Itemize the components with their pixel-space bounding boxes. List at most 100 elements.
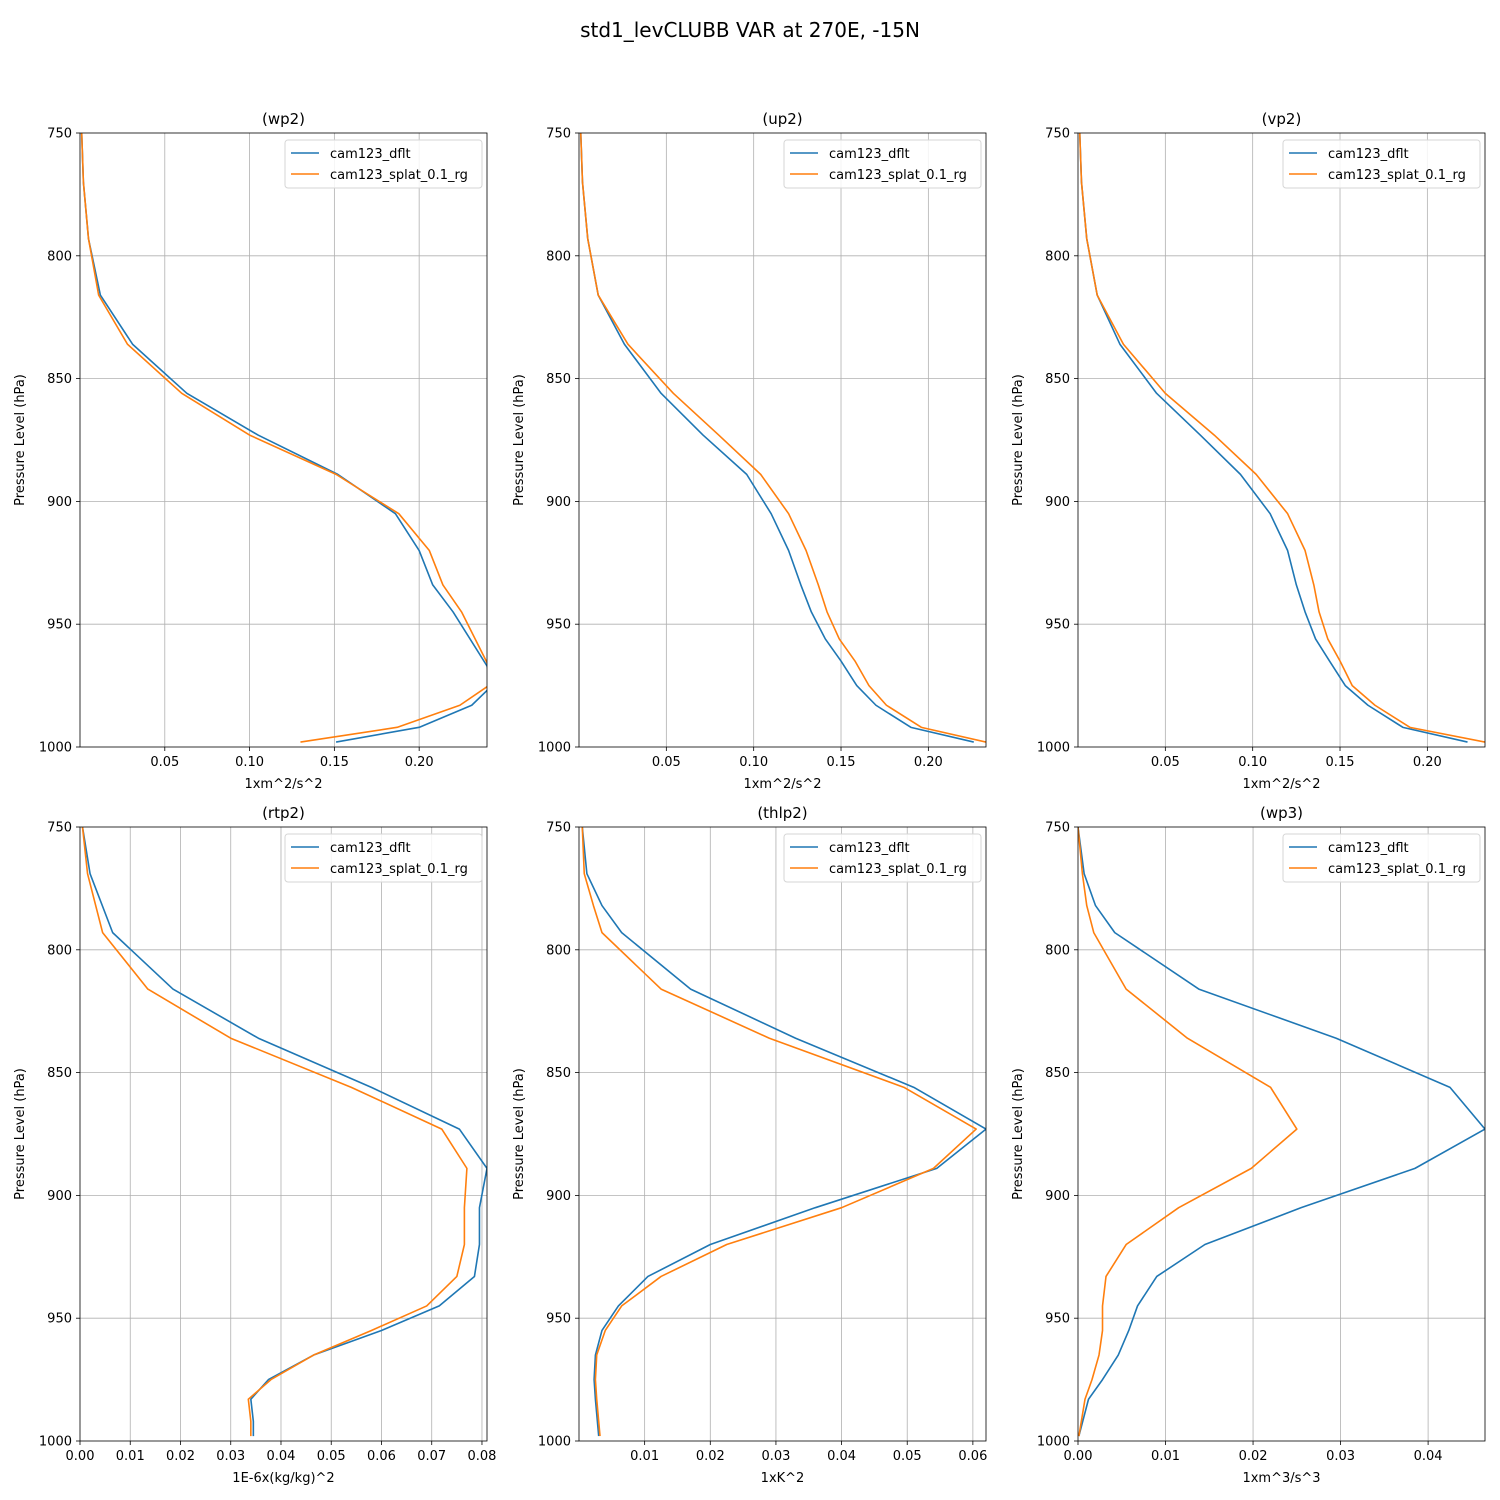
x-tick-label: 0.20 <box>1413 755 1442 770</box>
figure-title: std1_levCLUBB VAR at 270E, -15N <box>580 18 920 42</box>
legend-label-cam123_dflt: cam123_dflt <box>1328 147 1409 162</box>
series-line-cam123_dflt <box>581 827 986 1437</box>
plot-frame <box>79 132 488 748</box>
y-tick-label: 850 <box>1045 1066 1070 1081</box>
plot-frame <box>1077 826 1486 1442</box>
y-tick-label: 850 <box>546 1066 571 1081</box>
legend-box <box>783 139 982 189</box>
y-tick-label: 850 <box>47 1066 72 1081</box>
legend-label-cam123_dflt: cam123_dflt <box>829 147 910 162</box>
y-tick-label: 800 <box>1045 943 1070 958</box>
series-line-cam123_splat_0.1_rg <box>81 827 468 1437</box>
series-line-cam123_splat_0.1_rg <box>581 827 977 1437</box>
x-tick-label: 0.02 <box>166 1449 195 1464</box>
y-axis-label: Pressure Level (hPa) <box>1011 1068 1026 1200</box>
x-tick-label: 0.04 <box>267 1449 296 1464</box>
y-tick-label: 750 <box>47 821 72 836</box>
panel-vp2: 0.05 0.10 0.15 0.20 750 800 850 900 950 1000 (vp2)… <box>1011 110 1486 792</box>
y-tick-label: 1000 <box>39 741 72 756</box>
legend-label-cam123_splat_0.1_rg: cam123_splat_0.1_rg <box>330 862 468 877</box>
x-tick-label: 0.03 <box>761 1449 790 1464</box>
panel-wp2: 0.05 0.10 0.15 0.20 750 800 850 900 950 1000 (wp2)… <box>13 110 488 792</box>
y-tick-label: 850 <box>546 372 571 387</box>
legend-box <box>1282 833 1481 883</box>
legend-label-cam123_dflt: cam123_dflt <box>1328 841 1409 856</box>
panel-title: (wp2) <box>262 110 305 128</box>
x-tick-label: 0.05 <box>150 755 179 770</box>
x-axis-label: 1xm^3/s^3 <box>1242 1471 1320 1486</box>
series-line-cam123_splat_0.1_rg <box>579 133 986 743</box>
x-tick-label: 0.20 <box>914 755 943 770</box>
series-line-cam123_splat_0.1_rg <box>80 133 487 743</box>
y-tick-label: 950 <box>47 1312 72 1327</box>
plot-frame <box>578 826 987 1442</box>
y-tick-label: 750 <box>546 127 571 142</box>
series-line-cam123_dflt <box>1078 827 1485 1437</box>
x-tick-label: 0.05 <box>893 1449 922 1464</box>
y-tick-label: 950 <box>47 618 72 633</box>
y-tick-label: 900 <box>47 495 72 510</box>
panel-thlp2: 0.01 0.02 0.03 0.04 0.05 0.06 750 800 850 900 950 1… <box>512 804 987 1486</box>
y-tick-label: 900 <box>546 1189 571 1204</box>
y-axis-label: Pressure Level (hPa) <box>1011 374 1026 506</box>
x-tick-label: 0.01 <box>630 1449 659 1464</box>
x-tick-label: 0.15 <box>1326 755 1355 770</box>
y-tick-label: 850 <box>47 372 72 387</box>
legend-label-cam123_splat_0.1_rg: cam123_splat_0.1_rg <box>829 168 967 183</box>
legend: cam123_dflt cam123_splat_0.1_rg <box>783 139 982 189</box>
plot-frame <box>578 132 987 748</box>
x-axis-label: 1xm^2/s^2 <box>1242 777 1320 792</box>
panel-title: (up2) <box>762 110 802 128</box>
y-tick-label: 800 <box>47 249 72 264</box>
panel-title: (wp3) <box>1260 804 1303 822</box>
y-axis-label: Pressure Level (hPa) <box>13 1068 28 1200</box>
x-axis-label: 1E-6x(kg/kg)^2 <box>232 1471 334 1486</box>
x-tick-label: 0.01 <box>116 1449 145 1464</box>
panels: 0.05 0.10 0.15 0.20 750 800 850 900 950 1000 (wp2)… <box>13 110 1486 1486</box>
y-tick-label: 800 <box>47 943 72 958</box>
x-tick-label: 0.04 <box>827 1449 856 1464</box>
x-tick-label: 0.02 <box>1239 1449 1268 1464</box>
x-tick-label: 0.15 <box>320 755 349 770</box>
legend-label-cam123_splat_0.1_rg: cam123_splat_0.1_rg <box>330 168 468 183</box>
y-tick-label: 750 <box>1045 821 1070 836</box>
x-tick-label: 0.06 <box>958 1449 987 1464</box>
x-tick-label: 0.08 <box>467 1449 496 1464</box>
legend-box <box>284 833 483 883</box>
y-tick-label: 1000 <box>538 741 571 756</box>
panel-rtp2: 0.00 0.01 0.02 0.03 0.04 0.05 0.06 0.07 0.08 750 8… <box>13 804 496 1486</box>
x-tick-label: 0.06 <box>367 1449 396 1464</box>
legend-label-cam123_splat_0.1_rg: cam123_splat_0.1_rg <box>829 862 967 877</box>
legend-label-cam123_dflt: cam123_dflt <box>330 147 411 162</box>
x-tick-label: 0.10 <box>739 755 768 770</box>
y-tick-label: 950 <box>1045 1312 1070 1327</box>
x-tick-label: 0.00 <box>66 1449 95 1464</box>
y-tick-label: 850 <box>1045 372 1070 387</box>
y-tick-label: 1000 <box>538 1435 571 1450</box>
x-axis-label: 1xK^2 <box>761 1471 805 1486</box>
legend-label-cam123_splat_0.1_rg: cam123_splat_0.1_rg <box>1328 862 1466 877</box>
legend: cam123_dflt cam123_splat_0.1_rg <box>1282 139 1481 189</box>
y-tick-label: 1000 <box>1037 741 1070 756</box>
y-tick-label: 800 <box>1045 249 1070 264</box>
x-tick-label: 0.01 <box>1151 1449 1180 1464</box>
legend-label-cam123_dflt: cam123_dflt <box>829 841 910 856</box>
y-tick-label: 900 <box>1045 495 1070 510</box>
x-axis-label: 1xm^2/s^2 <box>743 777 821 792</box>
y-tick-label: 900 <box>1045 1189 1070 1204</box>
y-tick-label: 900 <box>47 1189 72 1204</box>
y-tick-label: 750 <box>1045 127 1070 142</box>
y-tick-label: 1000 <box>39 1435 72 1450</box>
series-line-cam123_dflt <box>80 133 487 743</box>
y-tick-label: 950 <box>546 1312 571 1327</box>
panel-title: (rtp2) <box>262 804 305 822</box>
legend-label-cam123_dflt: cam123_dflt <box>330 841 411 856</box>
plot-frame <box>1077 132 1486 748</box>
y-tick-label: 1000 <box>1037 1435 1070 1450</box>
series-line-cam123_splat_0.1_rg <box>1078 133 1485 743</box>
legend: cam123_dflt cam123_splat_0.1_rg <box>284 139 483 189</box>
x-tick-label: 0.15 <box>827 755 856 770</box>
y-axis-label: Pressure Level (hPa) <box>512 1068 527 1200</box>
panel-wp3: 0.00 0.01 0.02 0.03 0.04 750 800 850 900 950 1000 (… <box>1011 804 1486 1486</box>
y-axis-label: Pressure Level (hPa) <box>13 374 28 506</box>
